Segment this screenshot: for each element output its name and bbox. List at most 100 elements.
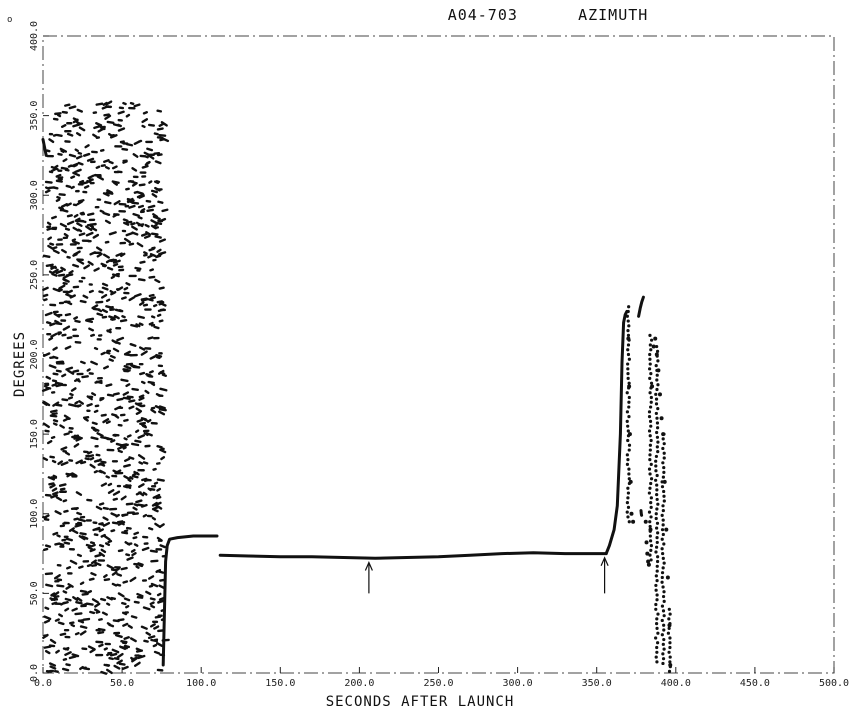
noise-dot — [96, 312, 104, 317]
series-point — [655, 622, 659, 626]
noise-dot — [87, 645, 96, 651]
noise-dot — [89, 463, 96, 469]
noise-dot — [73, 250, 81, 256]
noise-dot — [161, 137, 170, 143]
x-tick-label: 250.0 — [423, 678, 453, 689]
series-point — [649, 515, 653, 519]
noise-dot — [102, 506, 110, 511]
noise-dot — [104, 165, 110, 170]
noise-dot — [74, 148, 80, 153]
noise-dot — [135, 647, 143, 652]
noise-dot — [155, 253, 163, 259]
noise-dot — [147, 380, 155, 385]
noise-dot — [100, 293, 108, 299]
noise-dot — [115, 252, 123, 257]
noise-dot — [76, 222, 83, 227]
series-point — [655, 445, 659, 449]
noise-dot — [56, 534, 61, 538]
noise-dot — [98, 643, 104, 648]
series-point — [659, 416, 664, 421]
noise-dot — [158, 597, 165, 601]
noise-dot — [88, 289, 94, 294]
noise-dot — [141, 164, 149, 169]
noise-dot — [157, 599, 164, 604]
noise-dot — [125, 502, 134, 506]
noise-dot — [116, 652, 124, 659]
noise-dot — [122, 101, 127, 106]
noise-dot — [142, 303, 149, 307]
series-point — [654, 478, 658, 482]
noise-dot — [135, 491, 142, 496]
noise-dot — [116, 520, 124, 524]
series-point — [627, 467, 631, 471]
series-point — [644, 540, 649, 545]
series-point — [626, 434, 631, 438]
noise-dot — [149, 597, 156, 601]
series-point — [626, 491, 630, 495]
series-point — [648, 357, 652, 361]
series-point — [656, 502, 660, 506]
noise-dot — [130, 364, 135, 368]
x-tick-label: 150.0 — [265, 678, 295, 689]
noise-dot — [111, 648, 120, 654]
noise-dot — [139, 371, 146, 376]
noise-dot — [160, 456, 166, 461]
noise-dot — [64, 451, 71, 456]
noise-dot — [57, 621, 65, 626]
noise-dot — [60, 123, 67, 128]
noise-dot — [68, 270, 74, 275]
series-point — [660, 528, 665, 532]
noise-dot — [146, 147, 154, 152]
noise-dot — [102, 192, 110, 197]
noise-dot — [56, 113, 62, 118]
noise-dot — [105, 259, 111, 264]
noise-dot — [139, 421, 147, 425]
noise-dot — [60, 203, 69, 208]
noise-dot — [103, 365, 109, 370]
noise-dot — [51, 459, 57, 464]
noise-dot — [116, 659, 123, 665]
series-point — [661, 508, 665, 513]
noise-dot — [51, 412, 58, 416]
series-point — [626, 505, 631, 509]
noise-dot — [69, 559, 78, 565]
noise-dot — [75, 155, 83, 160]
noise-dot — [49, 322, 56, 327]
series-point — [648, 539, 653, 543]
noise-dot — [105, 542, 111, 547]
noise-dot — [159, 387, 168, 392]
noise-dot — [78, 535, 86, 541]
series-point — [649, 548, 653, 552]
noise-dot — [50, 265, 58, 270]
noise-dot — [101, 611, 108, 616]
series-point — [649, 462, 653, 466]
noise-dot — [47, 244, 55, 251]
noise-dot — [56, 177, 63, 182]
series-point — [655, 483, 659, 487]
noise-dot — [80, 360, 86, 365]
noise-dot — [104, 200, 112, 205]
x-tick-label: 350.0 — [582, 678, 612, 689]
series-point — [625, 391, 629, 395]
series-point — [627, 324, 631, 328]
noise-dot — [52, 133, 58, 137]
noise-dot — [46, 440, 53, 445]
noise-dot — [125, 220, 133, 224]
noise-dot — [72, 596, 79, 602]
noise-dot — [90, 360, 98, 366]
series-point — [655, 521, 660, 525]
noise-dot — [153, 625, 160, 630]
noise-dot — [144, 389, 150, 395]
noise-dot — [119, 319, 128, 323]
noise-dot — [106, 266, 114, 271]
series-point — [668, 622, 672, 626]
noise-dot — [66, 336, 73, 340]
series-point — [649, 544, 653, 548]
noise-dot — [66, 255, 71, 259]
series-point — [662, 561, 666, 565]
noise-dot — [71, 472, 78, 477]
noise-dot — [60, 601, 66, 606]
noise-dot — [50, 168, 56, 172]
series-point — [649, 386, 653, 390]
noise-dot — [155, 496, 162, 500]
